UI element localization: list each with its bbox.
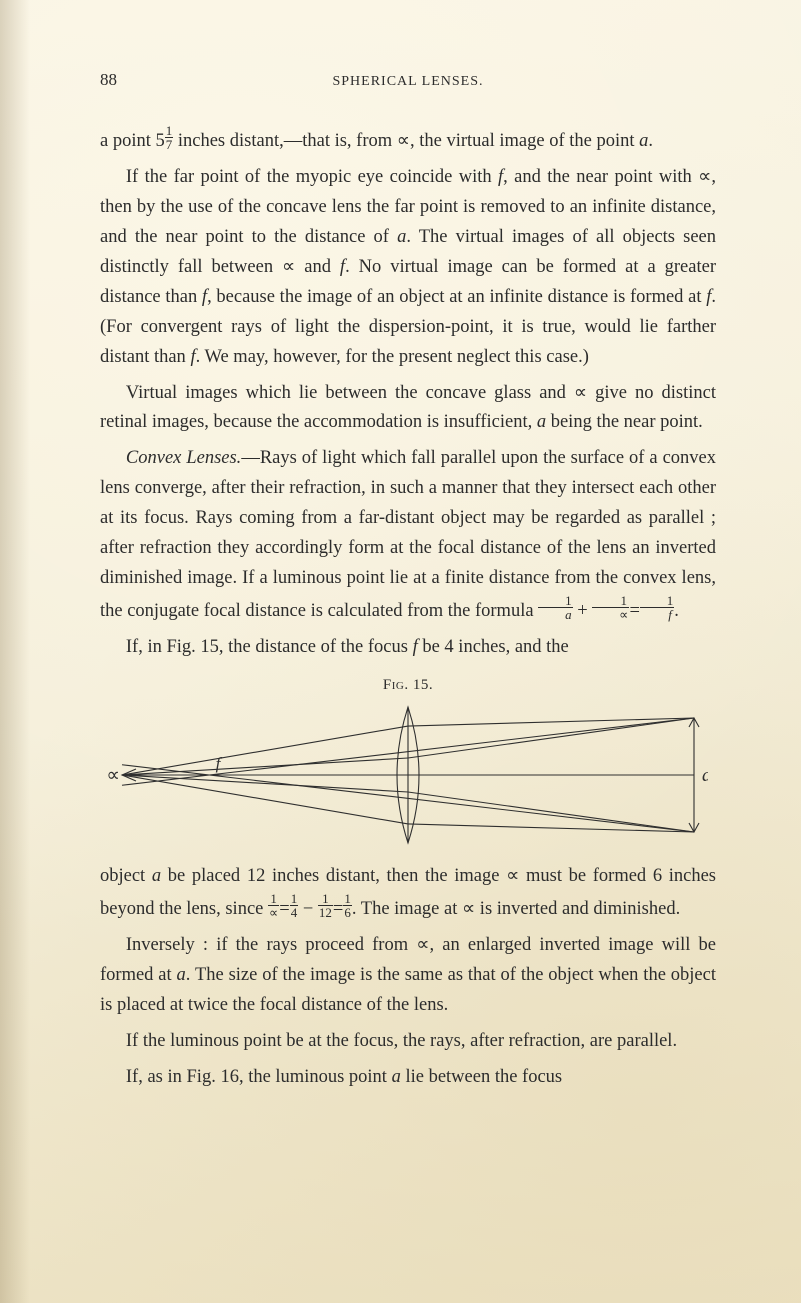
f2-eq1: = [279, 899, 289, 919]
paragraph-7: Inversely : if the rays proceed from ∝, … [100, 931, 716, 1021]
svg-text:∝: ∝ [108, 765, 120, 786]
p3-var-a: a [537, 412, 546, 432]
p1-var-a: a [639, 131, 648, 151]
p6-var-a: a [152, 866, 161, 886]
fig15-caption: Fig. 15. [383, 677, 433, 693]
f1-plus: + [577, 601, 587, 621]
formula1-t3: 1f [640, 594, 674, 621]
running-head-row: 88 SPHERICAL LENSES. [100, 70, 716, 90]
p9-a: If, as in Fig. 16, the luminous point [126, 1067, 392, 1087]
f1-t2n: 1 [592, 594, 629, 608]
f1-t2d: ∝ [592, 608, 629, 621]
running-head: SPHERICAL LENSES. [138, 74, 678, 90]
p4-b: . [674, 601, 679, 621]
formula2-t2: 14 [290, 892, 299, 919]
paragraph-2: If the far point of the myopic eye coinc… [100, 163, 716, 373]
p7-b: . The size of the image is the same as t… [100, 965, 716, 1015]
formula2-t1: 1∝ [268, 892, 279, 919]
p2-a: If the far point of the myopic eye coinc… [126, 167, 498, 187]
p8-text: If the luminous point be at the focus, t… [126, 1031, 677, 1051]
p2-a2: a [397, 227, 406, 247]
f2-t4d: 6 [343, 906, 352, 919]
mixed-fraction: 17 [165, 124, 174, 151]
f1-t3n: 1 [640, 594, 674, 608]
p5-a: If, in Fig. 15, the distance of the focu… [126, 637, 413, 657]
frac-num: 1 [165, 124, 174, 138]
p9-var-a: a [392, 1067, 401, 1087]
svg-text:a: a [702, 765, 708, 786]
paragraph-8: If the luminous point be at the focus, t… [100, 1027, 716, 1057]
p2-e: , because the image of an object at an i… [207, 287, 706, 307]
paragraph-6: object a be placed 12 inches distant, th… [100, 862, 716, 925]
f2-t2d: 4 [290, 906, 299, 919]
f2-t2n: 1 [290, 892, 299, 906]
page-shadow [0, 0, 30, 1303]
formula1-t2: 1∝ [592, 594, 629, 621]
f2-t3n: 1 [318, 892, 333, 906]
p2-h: . We may, however, for the present negle… [196, 347, 589, 367]
formula1-t1: 1a [538, 594, 572, 621]
f1-eq: = [629, 601, 639, 621]
paragraph-9: If, as in Fig. 16, the luminous point a … [100, 1063, 716, 1093]
p1-part-b: inches distant,—that is, from ∝, the vir… [173, 131, 639, 151]
f2-t1d: ∝ [268, 906, 279, 919]
paragraph-1: a point 517 inches distant,—that is, fro… [100, 124, 716, 157]
f2-minus: − [303, 899, 313, 919]
f2-eq2: = [333, 899, 343, 919]
figure-15-label: Fig. 15. [100, 677, 716, 694]
paragraph-5: If, in Fig. 15, the distance of the focu… [100, 633, 716, 663]
svg-text:f: f [216, 754, 223, 773]
f1-t1n: 1 [538, 594, 572, 608]
paragraph-3: Virtual images which lie between the con… [100, 379, 716, 439]
page-number: 88 [100, 70, 138, 90]
f1-t3d: f [640, 608, 674, 621]
page: 88 SPHERICAL LENSES. a point 517 inches … [0, 0, 801, 1303]
p5-b: be 4 inches, and the [418, 637, 569, 657]
p9-b: lie between the focus [401, 1067, 562, 1087]
p4-heading: Convex Lenses. [126, 448, 241, 468]
p3-end: being the near point. [546, 412, 703, 432]
f2-t4n: 1 [343, 892, 352, 906]
p7-var-a: a [177, 965, 186, 985]
formula2-t3: 112 [318, 892, 333, 919]
p1-part-a: a point 5 [100, 131, 165, 151]
f2-t3d: 12 [318, 906, 333, 919]
f2-t1n: 1 [268, 892, 279, 906]
p1-part-d: . [648, 131, 653, 151]
paragraph-4: Convex Lenses.—Rays of light which fall … [100, 444, 716, 627]
frac-den: 7 [165, 138, 174, 151]
formula2-t4: 16 [343, 892, 352, 919]
p6-a: object [100, 866, 152, 886]
f1-t1d: a [538, 608, 572, 621]
figure-15: f ∝ a [108, 700, 708, 850]
p6-c: . The image at ∝ is inverted and diminis… [352, 899, 680, 919]
